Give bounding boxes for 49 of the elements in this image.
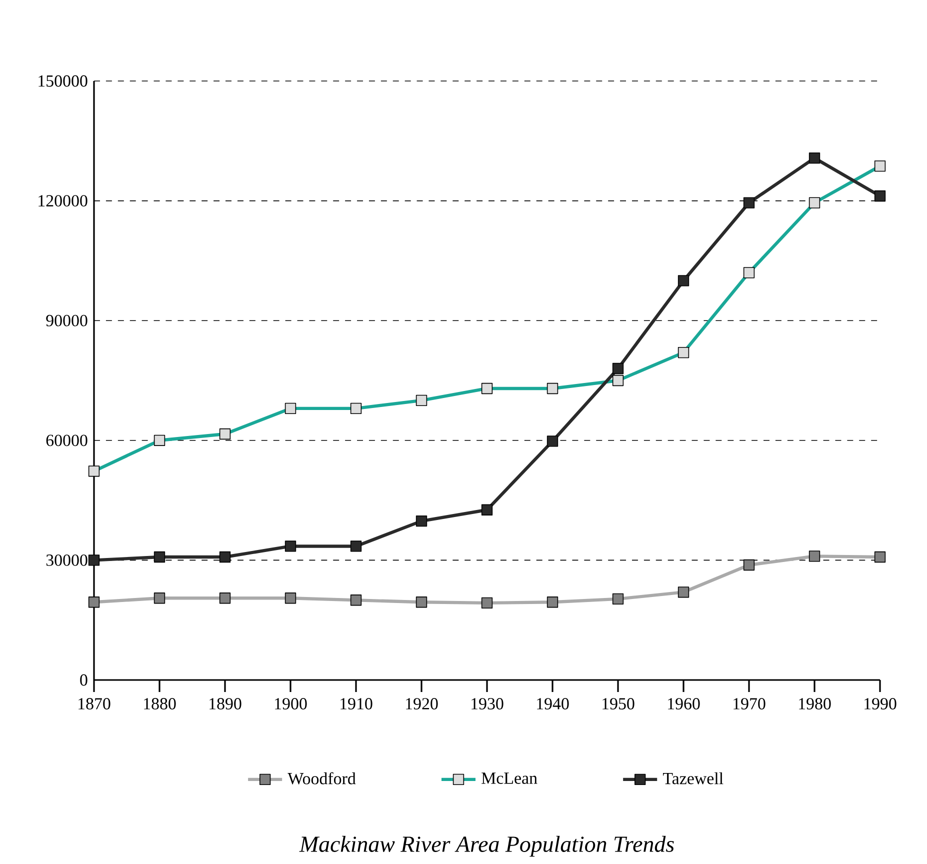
x-tick-label: 1910: [340, 698, 372, 710]
x-tick-label: 1950: [602, 698, 634, 710]
point: [350, 540, 362, 552]
point: [678, 275, 690, 286]
point: [154, 551, 166, 563]
point: [416, 515, 428, 527]
legend-label: Woodford: [288, 772, 356, 784]
y-tick-label: 120000: [38, 195, 88, 206]
x-tick-label: 1890: [210, 698, 242, 710]
x-tick-label: 1970: [734, 698, 766, 710]
x-tick-label: 1900: [275, 698, 307, 710]
point: [874, 551, 886, 563]
x-tick-label: 1940: [537, 698, 569, 710]
y-tick-label: 60000: [46, 434, 88, 446]
point: [284, 540, 296, 552]
y-tick-label: 0: [80, 674, 88, 686]
point: [88, 554, 100, 566]
point: [481, 504, 493, 516]
y-tick-label: 90000: [46, 314, 88, 326]
x-tick-label: 1980: [799, 698, 831, 710]
x-tick-label: 1960: [668, 698, 700, 710]
point: [874, 190, 886, 202]
point: [416, 596, 428, 608]
y-tick-label: 150000: [38, 75, 88, 87]
point: [350, 594, 362, 606]
point: [154, 592, 166, 604]
point: [612, 593, 624, 605]
point: [481, 597, 493, 609]
y-tick-label: 30000: [46, 554, 88, 566]
x-tick-label: 1880: [144, 698, 176, 710]
x-tick-label: 1920: [406, 698, 438, 710]
point: [546, 436, 558, 447]
point: [808, 550, 820, 562]
point: [219, 592, 231, 604]
point: [284, 592, 296, 604]
point: [546, 596, 558, 608]
point: [88, 596, 100, 608]
x-tick-label: 1990: [864, 698, 896, 710]
point: [743, 559, 755, 571]
point: [219, 551, 231, 563]
x-tick-label: 1870: [78, 698, 110, 710]
point: [678, 586, 690, 598]
text: Mackinaw River Area Population Trends: [299, 836, 674, 857]
point: [808, 152, 820, 164]
x-tick-label: 1930: [472, 698, 504, 710]
point: [743, 197, 755, 208]
legend-label: Tazewell: [662, 772, 724, 784]
legend-label: McLean: [482, 772, 538, 784]
point: [612, 362, 624, 374]
